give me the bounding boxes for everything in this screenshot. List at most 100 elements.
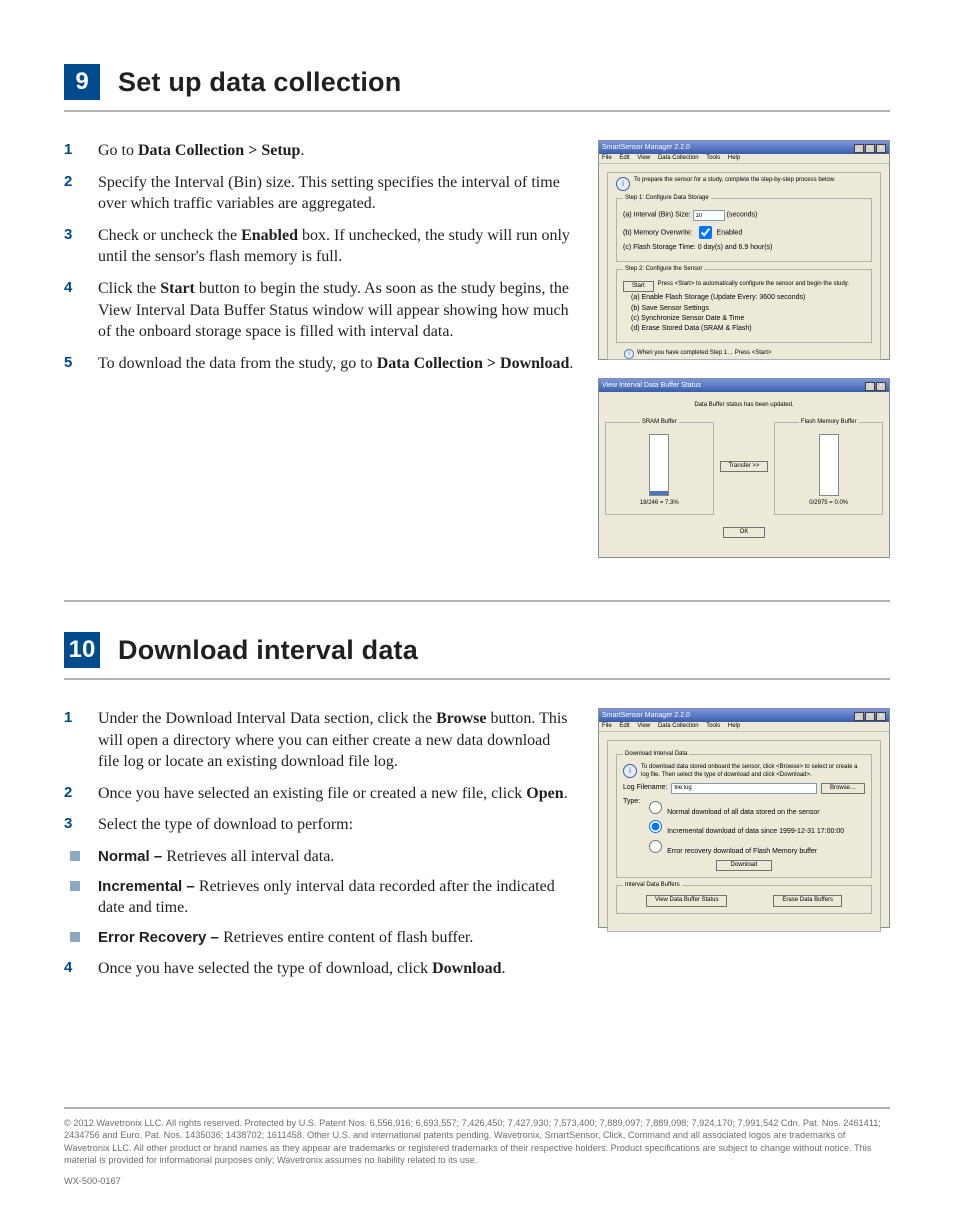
text: Once you have selected the type of downl… (98, 960, 432, 977)
lead: Normal – (98, 848, 166, 865)
close-icon[interactable]: × (876, 382, 886, 391)
menu-item[interactable]: View (637, 155, 650, 161)
section-10-head: 10 Download interval data (64, 632, 890, 680)
bold: Browse (436, 710, 486, 727)
type-radio[interactable] (649, 820, 662, 833)
window-title: SmartSensor Manager 2.2.0 (602, 712, 690, 720)
list-item: Specify the Interval (Bin) size. This se… (64, 172, 574, 215)
page: 9 Set up data collection Go to Data Coll… (0, 0, 954, 1227)
view-buffer-button[interactable]: View Data Buffer Status (646, 895, 727, 906)
buffers-group: Interval Data Buffers View Data Buffer S… (616, 882, 872, 913)
text: To download the data from the study, go … (98, 355, 377, 372)
type-label: Type: (623, 798, 640, 806)
check-label: Enabled (717, 230, 743, 237)
close-icon[interactable]: × (876, 712, 886, 721)
step1-legend: Step 1: Configure Data Storage (623, 195, 711, 202)
lead: Error Recovery – (98, 929, 223, 946)
min-icon[interactable]: _ (854, 144, 864, 153)
menu-item[interactable]: Tools (706, 155, 720, 161)
text: Specify the Interval (Bin) size. This se… (98, 174, 560, 213)
radio-row: Incremental download of data since 1999-… (644, 817, 865, 836)
menu-item[interactable]: Data Collection (658, 155, 699, 161)
screenshot-download: SmartSensor Manager 2.2.0 _□× File Edit … (598, 708, 890, 928)
opt: Normal download of all data stored on th… (667, 809, 820, 816)
min-icon[interactable]: _ (854, 712, 864, 721)
text: Check or uncheck the (98, 227, 241, 244)
type-radio[interactable] (649, 801, 662, 814)
max-icon[interactable]: □ (865, 712, 875, 721)
row: (b) Save Sensor Settings (631, 305, 865, 313)
row: (c) Flash Storage Time: 0 day(s) and 6.9… (623, 244, 865, 252)
bold: Data Collection > Setup (138, 142, 300, 159)
flash-value: 0/2975 = 0.0% (781, 500, 876, 507)
start-hint: Press <Start> to automatically configure… (658, 281, 849, 288)
enabled-checkbox[interactable] (699, 226, 712, 239)
step-badge-9: 9 (64, 64, 100, 100)
step2-legend: Step 2: Configure the Sensor (623, 266, 704, 273)
buffer-cols: SRAM Buffer 18/246 = 7.3% Transfer >> Fl… (605, 415, 883, 518)
log-label: Log Filename: (623, 784, 667, 792)
download-legend: Download Interval Data (623, 751, 689, 758)
list-item: Normal – Retrieves all interval data. (64, 846, 574, 868)
row: Type: Normal download of all data stored… (623, 798, 865, 856)
footer-text: © 2012 Wavetronix LLC. All rights reserv… (64, 1117, 890, 1167)
radio-row: Normal download of all data stored on th… (644, 798, 865, 817)
menu-item[interactable]: File (602, 723, 612, 729)
help-icon[interactable]: ? (865, 382, 875, 391)
ok-row: OK (605, 527, 883, 538)
section-9-title: Set up data collection (118, 67, 401, 98)
window-titlebar: SmartSensor Manager 2.2.0 _□× (599, 141, 889, 154)
menu-item[interactable]: File (602, 155, 612, 161)
erase-buffer-button[interactable]: Erase Data Buffers (773, 895, 842, 906)
sram-legend: SRAM Buffer (640, 419, 679, 426)
start-button[interactable]: Start (623, 281, 654, 292)
footer: © 2012 Wavetronix LLC. All rights reserv… (64, 1107, 890, 1187)
log-input[interactable] (671, 783, 817, 794)
menu-item[interactable]: Tools (706, 723, 720, 729)
interval-input[interactable] (693, 210, 725, 221)
section-10-steps-cont: Once you have selected the type of downl… (64, 958, 574, 980)
flash-legend: Flash Memory Buffer (799, 419, 859, 426)
window-menu: File Edit View Data Collection Tools Hel… (599, 154, 889, 164)
text: Once you have selected an existing file … (98, 785, 526, 802)
download-panel: Download Interval Data i To download dat… (607, 740, 881, 932)
step2-group: Step 2: Configure the Sensor Start Press… (616, 266, 872, 343)
section-9-head: 9 Set up data collection (64, 64, 890, 112)
section-10-steps: Under the Download Interval Data section… (64, 708, 574, 836)
type-radio[interactable] (649, 840, 662, 853)
sram-fill (650, 491, 668, 495)
menu-item[interactable]: Edit (619, 723, 629, 729)
info-text: To download data stored onboard the sens… (641, 764, 865, 778)
section-10-title: Download interval data (118, 635, 418, 666)
list-item: To download the data from the study, go … (64, 353, 574, 375)
screenshot-setup: SmartSensor Manager 2.2.0 _□× File Edit … (598, 140, 890, 360)
info-icon: i (624, 349, 634, 359)
text: . (300, 142, 304, 159)
text: . (569, 355, 573, 372)
section-9-text: Go to Data Collection > Setup. Specify t… (64, 140, 574, 558)
flash-gauge (819, 434, 839, 496)
menu-item[interactable]: Help (728, 155, 740, 161)
row: (a) Enable Flash Storage (Update Every: … (631, 294, 865, 302)
sram-gauge (649, 434, 669, 496)
menu-item[interactable]: Data Collection (658, 723, 699, 729)
transfer-button[interactable]: Transfer >> (720, 461, 769, 472)
download-button[interactable]: Download (716, 860, 773, 871)
row: Log Filename: Browse… (623, 783, 865, 794)
info-icon: i (623, 764, 637, 778)
browse-button[interactable]: Browse… (821, 783, 865, 794)
max-icon[interactable]: □ (865, 144, 875, 153)
close-icon[interactable]: × (876, 144, 886, 153)
download-types: Normal – Retrieves all interval data. In… (64, 846, 574, 948)
menu-item[interactable]: Edit (619, 155, 629, 161)
text: Click the (98, 280, 160, 297)
info-row: i To download data stored onboard the se… (623, 764, 865, 778)
label: (b) Memory Overwrite: (623, 230, 693, 237)
section-divider (64, 600, 890, 602)
list-item: Click the Start button to begin the stud… (64, 278, 574, 343)
list-item: Once you have selected the type of downl… (64, 958, 574, 980)
menu-item[interactable]: Help (728, 723, 740, 729)
menu-item[interactable]: View (637, 723, 650, 729)
ok-button[interactable]: OK (723, 527, 766, 538)
download-row: Download (623, 860, 865, 871)
